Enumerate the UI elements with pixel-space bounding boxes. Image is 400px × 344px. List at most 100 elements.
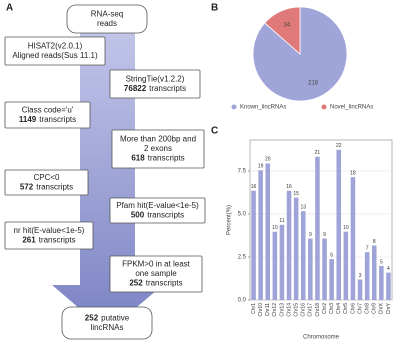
count-unit: transcripts <box>147 210 184 219</box>
legend-swatch <box>321 104 327 110</box>
bar-count-label: 3 <box>359 273 362 279</box>
step-text: reads <box>97 19 117 28</box>
scroll-box <box>66 4 148 34</box>
step-count: 261 transcripts <box>22 235 75 244</box>
x-tick-label: Chr5 <box>343 303 349 314</box>
x-tick-label: Chr14 <box>286 303 292 317</box>
plot-area <box>249 139 393 301</box>
bar <box>251 190 256 300</box>
y-axis-title: Percent(%) <box>227 205 233 235</box>
y-tick-label: 2.5 <box>238 255 247 261</box>
step-box <box>111 129 205 169</box>
step-box <box>4 101 91 129</box>
bar <box>308 238 313 300</box>
bar <box>379 265 384 300</box>
step-text: Class code='u' <box>22 105 74 114</box>
step-text: More than 200bp and <box>120 135 196 144</box>
bar-count-label: 8 <box>373 239 376 245</box>
step-count: 572 transcripts <box>20 182 73 191</box>
bar-count-label: 16 <box>251 184 257 190</box>
x-axis-title: Chromosome <box>303 335 340 341</box>
bar <box>279 224 285 300</box>
step-text: 2 exons <box>144 144 172 153</box>
y-tick-label: 0.0 <box>238 298 247 304</box>
bar-count-label: 7 <box>366 246 369 252</box>
step-box <box>109 69 201 99</box>
count-value: 252 <box>129 279 143 288</box>
slice-label: 218 <box>308 81 319 87</box>
step-box <box>4 169 89 196</box>
panel-label: A <box>6 3 13 14</box>
bar-count-label: 22 <box>336 143 342 149</box>
y-tick-label: 7.5 <box>238 169 247 175</box>
bar-count-label: 9 <box>323 232 326 238</box>
bar-count-label: 11 <box>279 218 284 224</box>
bar <box>315 156 320 300</box>
bar-count-label: 10 <box>343 225 349 231</box>
bar <box>386 272 391 300</box>
legend-label: Known_lincRNAs <box>240 105 286 111</box>
bar-count-label: 10 <box>272 225 278 231</box>
bar <box>329 259 334 300</box>
slice-label: 34 <box>284 22 291 28</box>
x-tick-label: Chr16 <box>301 303 307 317</box>
x-tick-label: Chr4 <box>336 303 342 314</box>
bar-count-label: 18 <box>350 170 356 176</box>
x-tick-label: Chr6 <box>350 303 356 314</box>
count-unit: transcripts <box>36 182 73 191</box>
count-unit: transcripts <box>39 235 76 244</box>
x-tick-label: Chr2 <box>322 303 328 314</box>
bar <box>265 163 271 300</box>
x-tick-label: Chr3 <box>329 303 335 314</box>
x-tick-label: Chr17 <box>308 303 314 317</box>
step-box <box>109 197 206 224</box>
y-tick-label: 5.0 <box>238 212 247 218</box>
step-text: lincRNAs <box>91 323 124 332</box>
bar <box>343 231 349 300</box>
bar <box>272 231 278 300</box>
step-text: CPC<0 <box>33 173 60 182</box>
count-value: 76822 <box>124 84 147 93</box>
step-text: HISAT2(v2.0.1) <box>28 41 83 50</box>
bar <box>371 245 377 300</box>
bar-count-label: 15 <box>293 191 299 197</box>
count-value: 572 <box>20 182 34 191</box>
step-count: 618 transcripts <box>131 154 184 163</box>
step-count: 252 putative <box>85 313 130 322</box>
step-text: nr hit(E-value<1e-5) <box>14 226 85 235</box>
x-tick-label: Chr15 <box>293 303 299 317</box>
step-text: FPKM>0 in at least <box>122 260 191 269</box>
count-value: 252 <box>85 313 99 322</box>
step-count: 1149 transcripts <box>19 115 76 124</box>
bar <box>350 177 356 300</box>
bar-count-label: 6 <box>330 252 333 258</box>
count-value: 261 <box>22 235 36 244</box>
x-tick-label: Chr18 <box>315 303 321 317</box>
bar <box>357 279 363 300</box>
x-tick-label: ChrY <box>386 302 392 314</box>
bar-count-label: 13 <box>300 205 306 211</box>
panel-label: B <box>211 3 218 14</box>
bar-count-label: 9 <box>309 232 312 238</box>
x-tick-label: Chr8 <box>364 303 370 314</box>
step-text: Aligned reads(Sus 11.1) <box>12 51 98 60</box>
step-count: 500 transcripts <box>131 210 184 219</box>
step-box <box>109 255 203 293</box>
step-text: RNA-seq <box>91 9 123 18</box>
flow-arrow <box>52 20 163 332</box>
x-tick-label: ChrX <box>379 302 385 314</box>
bar <box>364 252 370 300</box>
step-text: Pfam hit(E-value<1e-5) <box>116 201 199 210</box>
bar-count-label: 21 <box>315 150 321 156</box>
step-box <box>4 36 106 66</box>
count-unit: transcripts <box>149 84 186 93</box>
x-tick-label: Chr10 <box>258 303 264 317</box>
bar-count-label: 19 <box>258 164 264 170</box>
bar <box>300 211 306 300</box>
bar-count-label: 20 <box>265 157 271 163</box>
x-tick-label: Chr13 <box>279 303 285 317</box>
x-tick-label: Chr12 <box>272 303 278 317</box>
bar-count-label: 5 <box>380 259 383 265</box>
step-text: one sample <box>135 269 177 278</box>
